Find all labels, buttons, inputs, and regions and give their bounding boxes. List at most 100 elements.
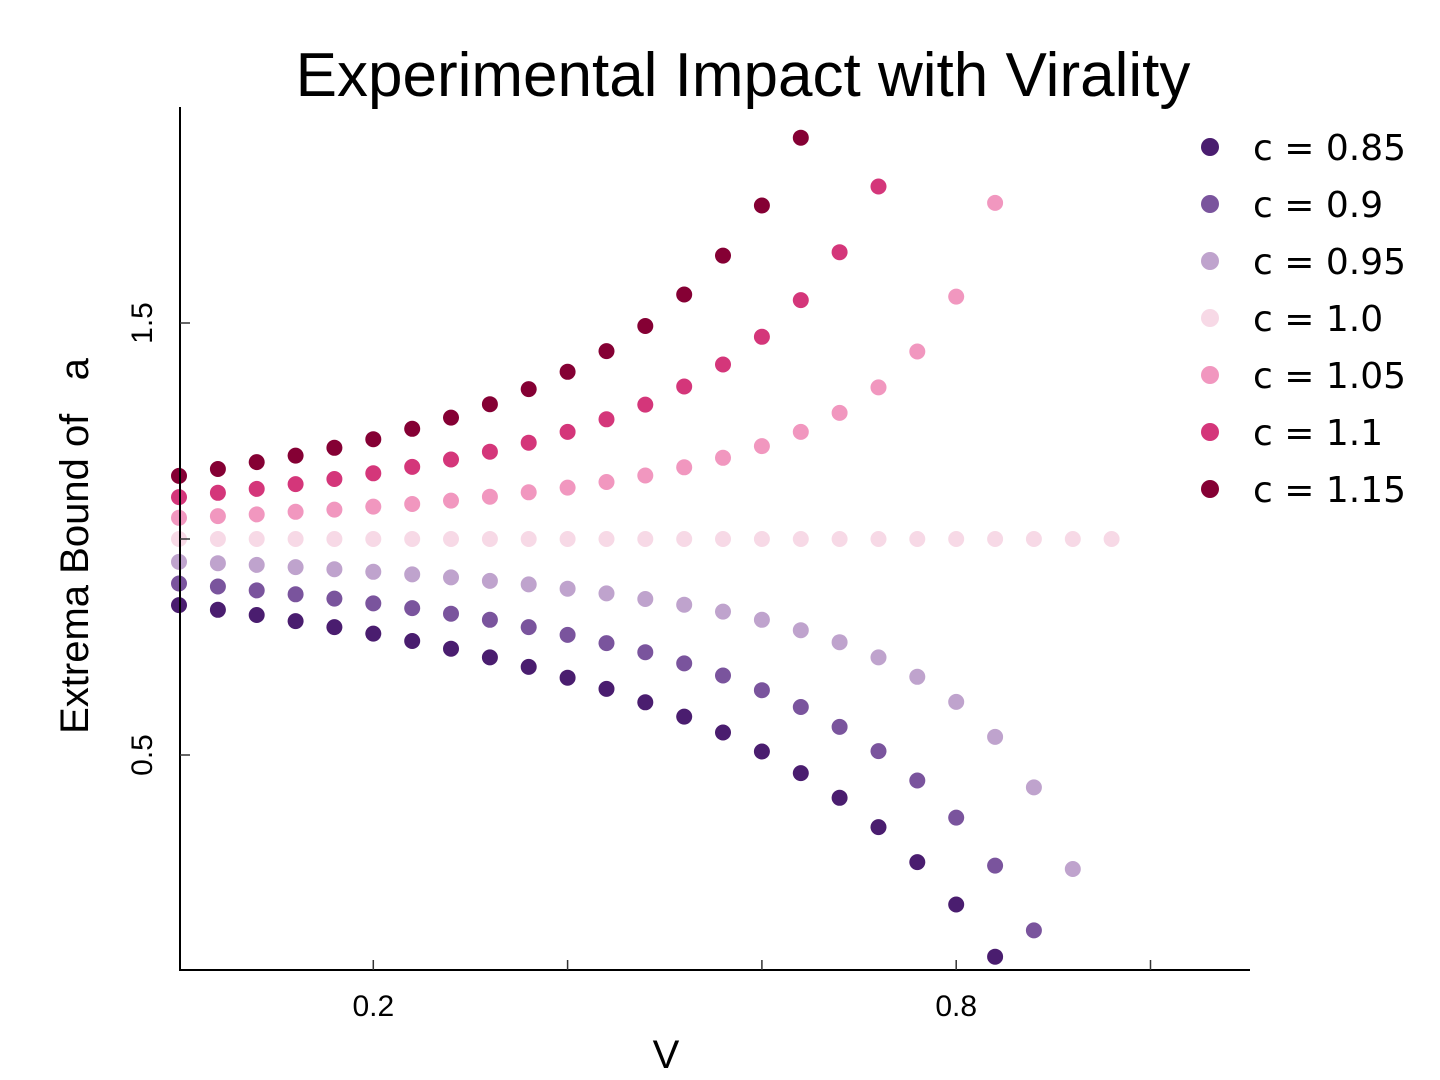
data-point [753, 438, 770, 455]
data-point [287, 559, 304, 576]
data-point [559, 531, 576, 547]
data-point [948, 531, 965, 547]
data-point [404, 496, 421, 512]
data-point [909, 668, 926, 685]
data-point [753, 611, 770, 628]
series-1.05 [171, 194, 1004, 526]
legend-marker [1201, 138, 1219, 156]
data-point [481, 488, 498, 505]
data-point [598, 343, 615, 360]
data-point [287, 476, 304, 493]
data-point [404, 566, 421, 583]
data-point [792, 622, 809, 639]
data-point [637, 591, 654, 607]
data-point [676, 378, 693, 395]
data-point [481, 531, 498, 547]
data-point [481, 443, 498, 460]
data-point [792, 699, 809, 715]
x-tick-label: 0.2 [352, 990, 394, 1023]
data-point [365, 563, 382, 580]
data-point [637, 396, 654, 413]
data-point [248, 556, 265, 573]
data-point [831, 718, 848, 735]
data-point [676, 596, 693, 613]
data-point [792, 423, 809, 440]
data-point [1025, 922, 1042, 939]
legend-item: c = 0.85 [1201, 128, 1406, 169]
data-point [637, 467, 654, 484]
data-point [987, 857, 1004, 874]
data-point [792, 765, 809, 782]
series-1.1 [171, 178, 887, 506]
data-point [831, 789, 848, 806]
series-0.95 [171, 553, 1081, 877]
legend-label: c = 1.0 [1253, 299, 1383, 340]
data-point [365, 531, 382, 547]
legend-label: c = 0.85 [1253, 128, 1406, 169]
legend-marker [1201, 252, 1219, 270]
data-point [365, 625, 382, 642]
data-point [753, 531, 770, 547]
data-point [404, 633, 421, 649]
data-point [443, 492, 459, 509]
data-point [520, 434, 537, 451]
legend-label: c = 1.05 [1253, 356, 1406, 397]
data-point [676, 531, 693, 547]
legend-label: c = 1.1 [1253, 413, 1383, 454]
data-point [870, 531, 887, 547]
data-point [1103, 531, 1120, 547]
series-1.0 [171, 531, 1120, 547]
data-point [598, 635, 615, 652]
data-point [520, 531, 537, 547]
y-tick-label: 1.5 [126, 302, 159, 344]
data-point [287, 586, 304, 603]
data-point [831, 404, 848, 421]
data-point [715, 531, 731, 547]
x-tick-label: 0.8 [935, 990, 977, 1023]
data-point [715, 724, 731, 741]
data-point [326, 619, 343, 636]
legend-item: c = 0.95 [1201, 242, 1406, 283]
data-point [520, 658, 537, 675]
legend: c = 0.85 c = 0.9 c = 0.95 c = 1.0 c = 1.05 c … [1201, 128, 1406, 511]
legend-marker [1201, 480, 1219, 498]
data-point [287, 613, 304, 630]
data-point [443, 640, 459, 657]
legend-item: c = 0.9 [1201, 185, 1383, 226]
data-point [248, 582, 265, 599]
data-point [520, 576, 537, 593]
data-point [365, 595, 382, 612]
data-point [248, 531, 265, 547]
data-point [443, 531, 459, 547]
data-point [870, 379, 887, 396]
legend-marker [1201, 423, 1219, 441]
legend-label: c = 0.95 [1253, 242, 1406, 283]
data-point [637, 531, 654, 547]
data-point [287, 531, 304, 547]
data-point [209, 461, 226, 477]
data-point [365, 431, 382, 448]
series-0.9 [171, 575, 1042, 939]
data-point [1064, 531, 1081, 547]
data-point [481, 396, 498, 413]
x-ticks: 0.2 0.8 [352, 960, 1152, 1023]
data-point [870, 178, 887, 195]
data-point [948, 896, 965, 913]
data-point [831, 634, 848, 651]
data-point [404, 531, 421, 547]
data-point [753, 682, 770, 699]
data-point [443, 409, 459, 426]
data-point [948, 809, 965, 826]
plot-area [171, 129, 1120, 965]
data-point [715, 247, 731, 264]
data-point [909, 772, 926, 789]
data-point [248, 506, 265, 523]
data-point [792, 129, 809, 146]
data-point [715, 449, 731, 466]
data-point [987, 728, 1004, 745]
data-point [559, 669, 576, 686]
data-point [326, 439, 343, 456]
data-point [792, 292, 809, 309]
series-0.85 [171, 597, 1004, 965]
